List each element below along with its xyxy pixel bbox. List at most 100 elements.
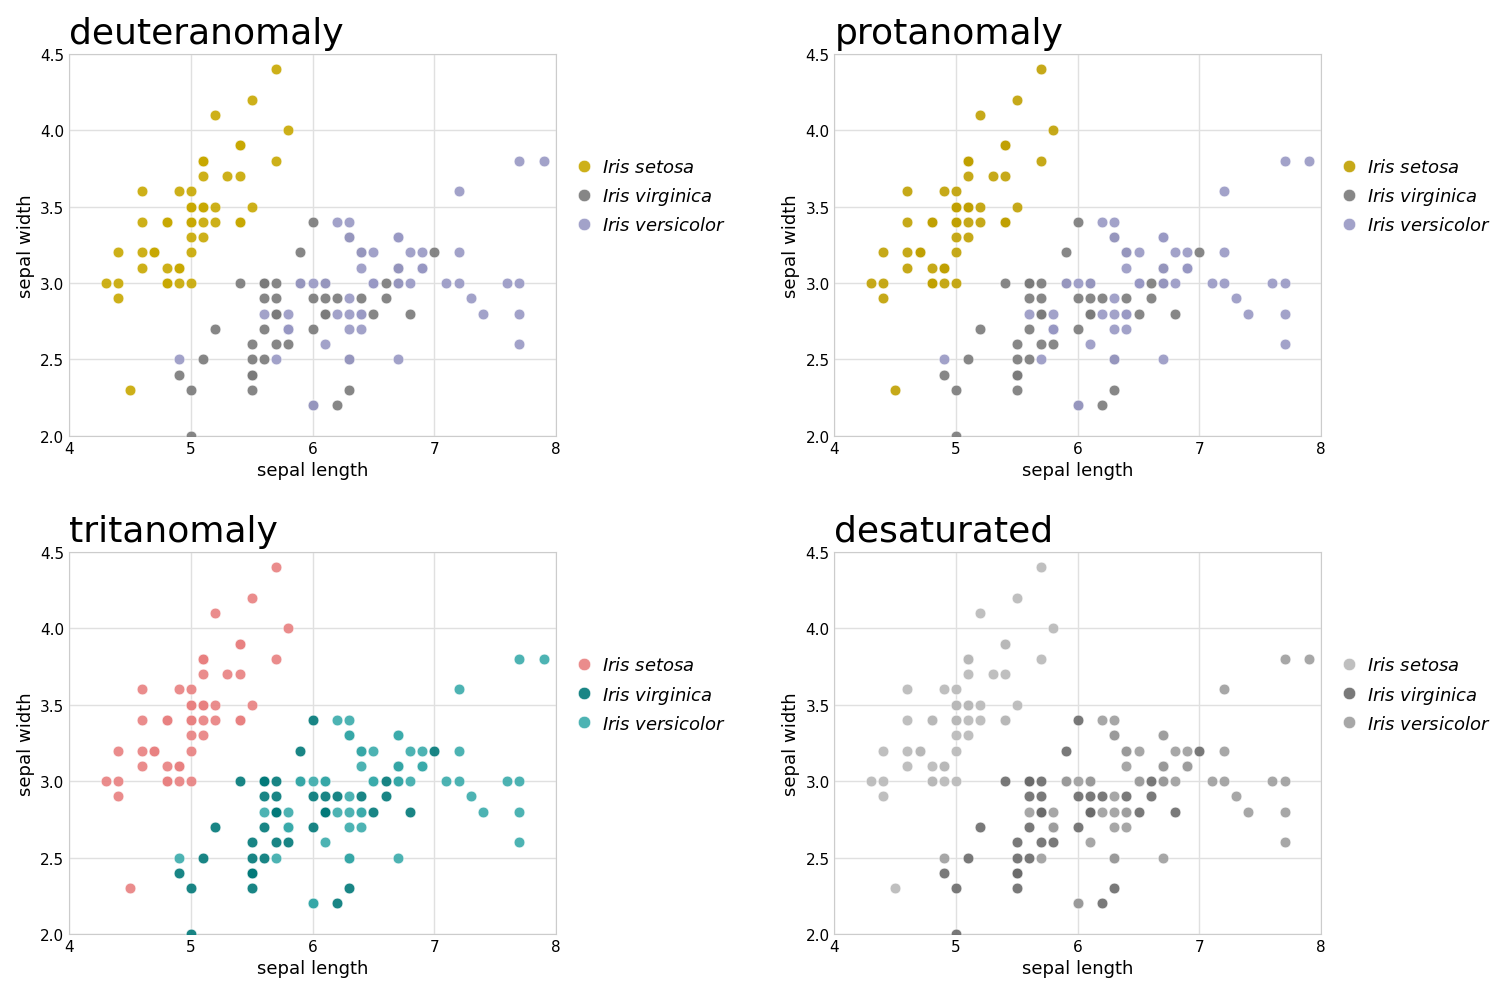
Point — [386, 260, 410, 276]
Point — [992, 636, 1016, 652]
Point — [155, 773, 179, 789]
Point — [1126, 275, 1151, 291]
Point — [179, 773, 204, 789]
Point — [338, 352, 362, 368]
Point — [1151, 758, 1175, 774]
Point — [167, 260, 192, 276]
Point — [192, 200, 216, 216]
Point — [240, 590, 264, 606]
Point — [896, 246, 920, 261]
Point — [956, 154, 980, 170]
Point — [264, 291, 288, 307]
Point — [228, 275, 252, 291]
Point — [470, 306, 495, 322]
Point — [1102, 383, 1126, 399]
Point — [920, 713, 944, 729]
Point — [932, 275, 956, 291]
Point — [1114, 758, 1139, 774]
Point — [1211, 743, 1235, 758]
Point — [362, 275, 386, 291]
Point — [956, 230, 980, 246]
Point — [288, 773, 312, 789]
Point — [1090, 713, 1114, 729]
Point — [532, 651, 556, 667]
Point — [884, 881, 908, 897]
Point — [1211, 275, 1235, 291]
Point — [1102, 713, 1126, 729]
Point — [264, 850, 288, 866]
Point — [276, 123, 300, 139]
Point — [398, 804, 422, 820]
Point — [142, 743, 166, 758]
Point — [1054, 275, 1078, 291]
Point — [386, 230, 410, 246]
Point — [1114, 246, 1139, 261]
Point — [204, 819, 228, 835]
Point — [312, 788, 336, 804]
Point — [1004, 590, 1028, 606]
Point — [276, 306, 300, 322]
Point — [350, 743, 374, 758]
Point — [944, 275, 968, 291]
Point — [1102, 881, 1126, 897]
Point — [300, 713, 324, 729]
Point — [1028, 306, 1053, 322]
Point — [350, 804, 374, 820]
Point — [1090, 215, 1114, 231]
Point — [142, 246, 166, 261]
Point — [908, 246, 932, 261]
Point — [240, 865, 264, 881]
Point — [507, 834, 531, 850]
Point — [167, 682, 192, 698]
Point — [422, 743, 446, 758]
Point — [192, 728, 216, 744]
Point — [1151, 260, 1175, 276]
Point — [932, 260, 956, 276]
Point — [374, 788, 398, 804]
Point — [932, 773, 956, 789]
Point — [992, 636, 1016, 652]
Point — [908, 246, 932, 261]
Point — [1273, 275, 1297, 291]
Point — [300, 398, 324, 414]
Point — [240, 337, 264, 353]
Point — [338, 291, 362, 307]
Text: protanomaly: protanomaly — [834, 17, 1063, 51]
Point — [288, 246, 312, 261]
Point — [956, 850, 980, 866]
Point — [1114, 246, 1139, 261]
Point — [362, 804, 386, 820]
Point — [324, 804, 348, 820]
Point — [155, 215, 179, 231]
Point — [1016, 850, 1041, 866]
Point — [410, 260, 434, 276]
Point — [446, 773, 470, 789]
Point — [944, 246, 968, 261]
Point — [386, 352, 410, 368]
Point — [1066, 275, 1090, 291]
Point — [992, 138, 1016, 154]
Point — [252, 773, 276, 789]
Point — [179, 246, 204, 261]
Point — [1114, 306, 1139, 322]
Point — [1066, 398, 1090, 414]
Point — [507, 804, 531, 820]
Point — [932, 758, 956, 774]
Point — [1102, 306, 1126, 322]
Point — [1016, 773, 1041, 789]
Point — [228, 215, 252, 231]
Point — [1028, 804, 1053, 820]
Point — [155, 275, 179, 291]
Point — [932, 352, 956, 368]
Point — [192, 154, 216, 170]
Point — [1028, 773, 1053, 789]
Point — [1028, 788, 1053, 804]
X-axis label: sepal length: sepal length — [1022, 959, 1134, 977]
Point — [167, 850, 192, 866]
Point — [968, 215, 992, 231]
Point — [410, 758, 434, 774]
Point — [1078, 291, 1102, 307]
Point — [338, 728, 362, 744]
Point — [884, 383, 908, 399]
Point — [968, 819, 992, 835]
